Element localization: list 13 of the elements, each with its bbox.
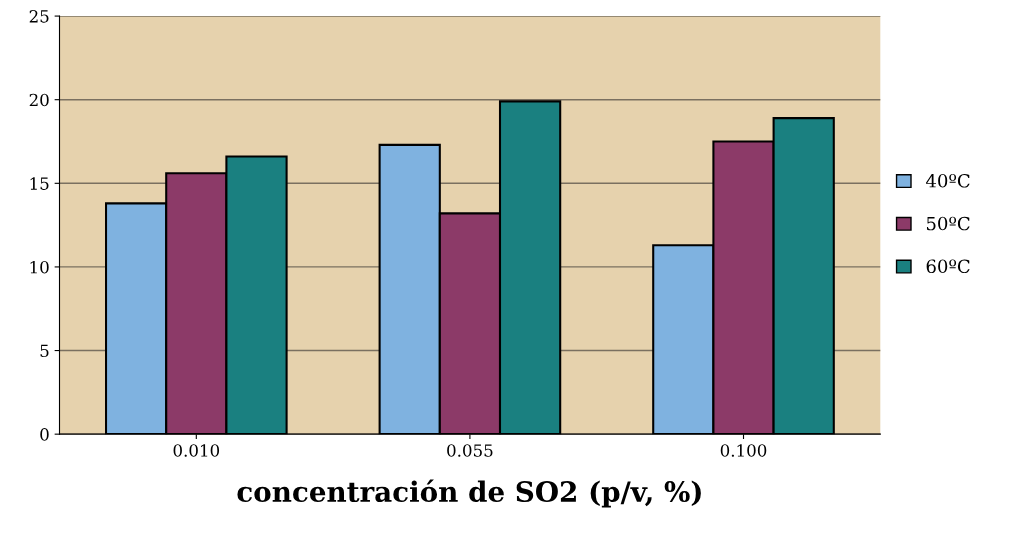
- x-tick-label: 0.100: [720, 444, 767, 457]
- y-tick-label: 20: [29, 93, 49, 107]
- x-tick-label: 0.010: [173, 444, 220, 457]
- x-tick-label: 0.055: [447, 444, 493, 457]
- y-tick-label: 10: [30, 260, 49, 274]
- legend-label: 60ºC: [926, 259, 970, 274]
- legend-label: 50ºC: [926, 216, 970, 231]
- legend-label: 40ºC: [926, 173, 970, 188]
- x-axis-title: concentración de SO2 (p/v, %): [237, 479, 701, 508]
- y-tick-label: 15: [30, 177, 49, 190]
- y-tick-label: 25: [29, 10, 49, 23]
- y-tick-label: 5: [40, 344, 49, 358]
- y-tick-label: 0: [40, 428, 49, 441]
